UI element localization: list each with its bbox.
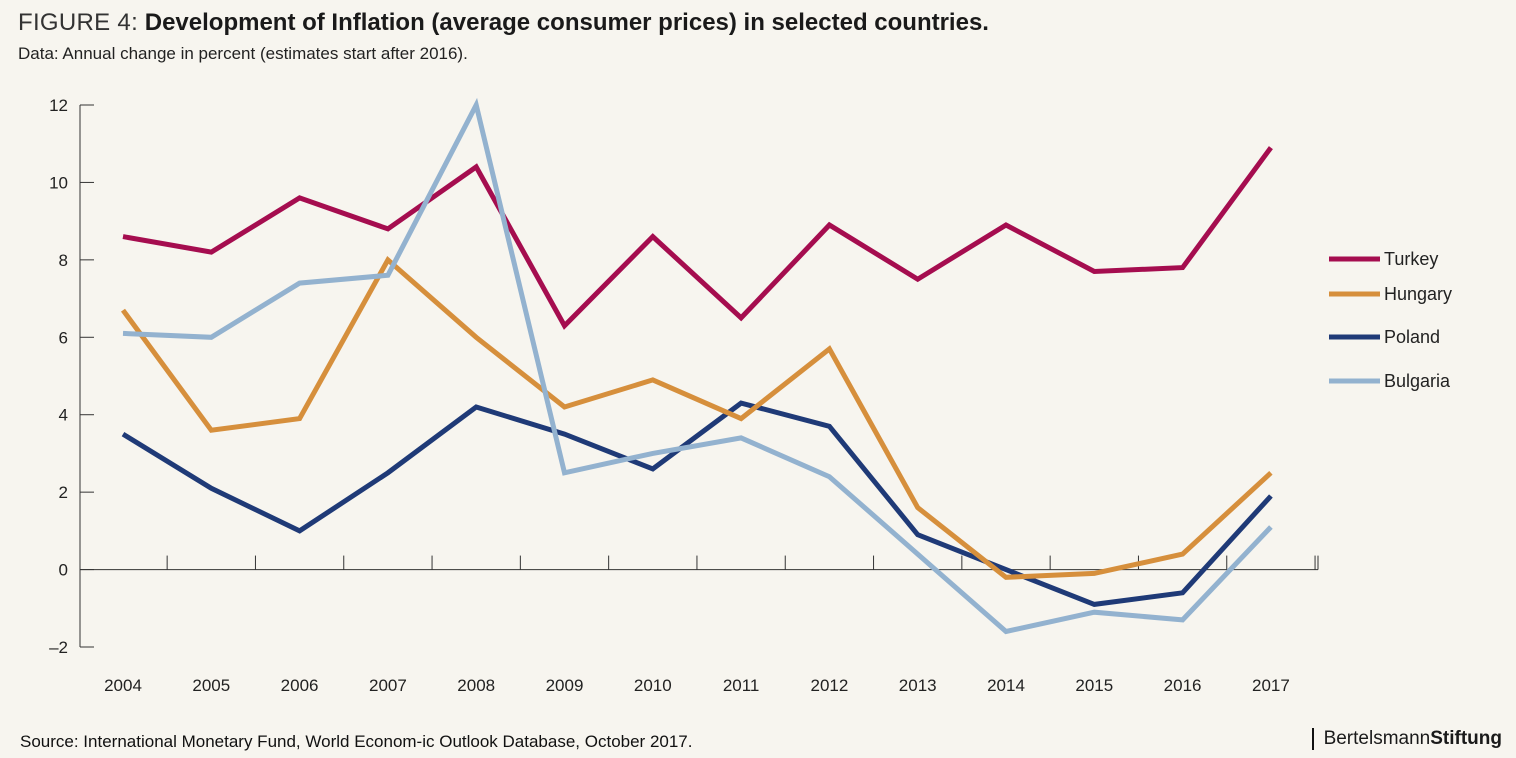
- brand-logo: BertelsmannStiftung: [1311, 728, 1502, 750]
- y-tick-label: 10: [49, 173, 68, 192]
- x-tick-label: 2009: [546, 676, 584, 695]
- y-tick-label: 0: [59, 561, 68, 580]
- series-line-turkey: [122, 146, 1273, 330]
- x-tick-label: 2004: [104, 676, 142, 695]
- x-tick-label: 2017: [1252, 676, 1290, 695]
- y-tick-label: –2: [49, 638, 68, 657]
- x-tick-label: 2012: [810, 676, 848, 695]
- figure-prefix: FIGURE 4:: [18, 9, 139, 36]
- x-tick-label: 2005: [192, 676, 230, 695]
- y-tick-label: 2: [59, 483, 68, 502]
- x-tick-label: 2015: [1075, 676, 1113, 695]
- legend-label-hungary: Hungary: [1384, 284, 1452, 304]
- series-line-hungary: [120, 255, 1273, 580]
- source-note: Source: International Monetary Fund, Wor…: [20, 732, 693, 751]
- brand-regular: Bertelsmann: [1323, 728, 1431, 749]
- x-tick-label: 2006: [281, 676, 319, 695]
- y-tick-label: 8: [59, 251, 68, 270]
- line-chart: –2 0 2 4 6 8 10 12 2004 2005 2006 2007 2008 2009 2010 2…: [49, 96, 1452, 695]
- x-tick-label: 2011: [723, 676, 760, 695]
- series-line-bulgaria: [122, 97, 1273, 635]
- x-tick-label: 2007: [369, 676, 407, 695]
- y-tick-label: 4: [59, 406, 68, 425]
- brand-bold: Stiftung: [1430, 728, 1502, 749]
- y-tick-label: 6: [59, 328, 68, 347]
- legend-label-bulgaria: Bulgaria: [1384, 371, 1451, 391]
- chart-subtitle: Data: Annual change in percent (estimate…: [18, 44, 468, 63]
- x-tick-label: 2016: [1164, 676, 1202, 695]
- y-tick-label: 12: [49, 96, 68, 115]
- figure-title: Development of Inflation (average consum…: [144, 9, 989, 36]
- series-line-poland: [121, 400, 1273, 607]
- x-tick-label: 2014: [987, 676, 1025, 695]
- chart-title: FIGURE 4: Development of Inflation (aver…: [18, 8, 989, 38]
- x-tick-label: 2013: [899, 676, 937, 695]
- x-tick-label: 2010: [634, 676, 672, 695]
- legend-label-poland: Poland: [1384, 327, 1440, 347]
- legend-label-turkey: Turkey: [1384, 249, 1438, 269]
- x-tick-label: 2008: [457, 676, 495, 695]
